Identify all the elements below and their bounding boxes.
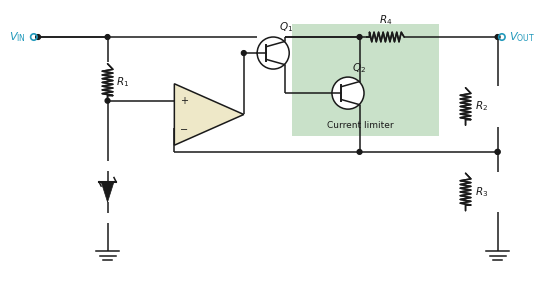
Text: $R_2$: $R_2$ xyxy=(475,100,488,113)
Circle shape xyxy=(495,149,500,154)
Text: $V_{\mathrm{OUT}}$: $V_{\mathrm{OUT}}$ xyxy=(509,30,535,44)
Polygon shape xyxy=(174,84,244,145)
Circle shape xyxy=(495,149,500,154)
Circle shape xyxy=(241,51,246,55)
Text: $-$: $-$ xyxy=(179,123,188,133)
Circle shape xyxy=(357,35,362,39)
Text: $Q_1$: $Q_1$ xyxy=(279,20,293,34)
Polygon shape xyxy=(101,182,114,202)
Circle shape xyxy=(105,35,110,39)
Text: $V_{\mathrm{IN}}$: $V_{\mathrm{IN}}$ xyxy=(9,30,26,44)
Text: $R_1$: $R_1$ xyxy=(116,76,129,89)
Circle shape xyxy=(357,149,362,154)
Text: $R_3$: $R_3$ xyxy=(475,185,488,199)
Text: +: + xyxy=(180,96,188,106)
Text: Current limiter: Current limiter xyxy=(327,121,393,130)
Circle shape xyxy=(332,77,364,109)
Bar xyxy=(292,24,439,136)
Circle shape xyxy=(495,35,500,39)
Text: $Q_2$: $Q_2$ xyxy=(352,62,366,76)
Circle shape xyxy=(257,37,289,69)
Circle shape xyxy=(105,98,110,103)
Circle shape xyxy=(36,35,40,39)
Text: $R_4$: $R_4$ xyxy=(379,14,392,27)
